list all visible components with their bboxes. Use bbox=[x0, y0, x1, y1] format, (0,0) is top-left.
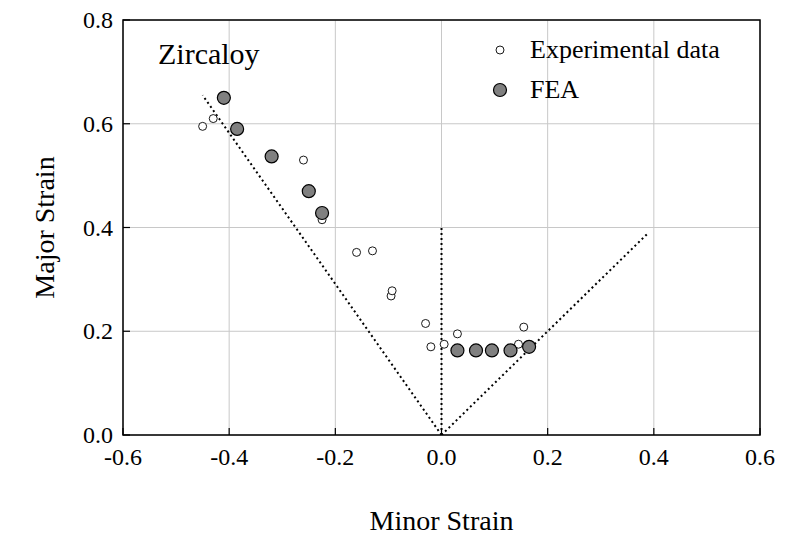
y-grid-line bbox=[123, 331, 760, 332]
y-tick bbox=[123, 123, 130, 124]
data-point bbox=[199, 122, 207, 130]
reference-line bbox=[442, 233, 649, 435]
data-point bbox=[523, 340, 536, 353]
data-point bbox=[302, 185, 315, 198]
y-tick bbox=[123, 19, 130, 20]
x-tick-label: -0.2 bbox=[316, 444, 354, 470]
data-point bbox=[451, 344, 464, 357]
legend-label: FEA bbox=[530, 75, 579, 104]
x-tick-label: 0.0 bbox=[427, 444, 457, 470]
data-point bbox=[316, 206, 329, 219]
data-point bbox=[485, 344, 498, 357]
x-axis-label: Minor Strain bbox=[370, 505, 514, 536]
y-tick bbox=[123, 227, 130, 228]
legend-marker bbox=[494, 84, 507, 97]
y-tick-label: 0.0 bbox=[83, 422, 113, 448]
x-tick bbox=[335, 428, 336, 435]
x-tick bbox=[547, 428, 548, 435]
plot-marks bbox=[199, 91, 649, 435]
y-grid-line bbox=[123, 123, 760, 124]
y-tick-label: 0.2 bbox=[83, 318, 113, 344]
y-tick-label: 0.6 bbox=[83, 111, 113, 137]
data-point bbox=[520, 323, 528, 331]
x-tick-label: 0.4 bbox=[639, 444, 669, 470]
data-point bbox=[422, 319, 430, 327]
x-tick bbox=[229, 428, 230, 435]
data-point bbox=[368, 247, 376, 255]
x-tick-label: 0.6 bbox=[745, 444, 775, 470]
data-point bbox=[470, 344, 483, 357]
x-tick bbox=[122, 428, 123, 435]
data-point bbox=[265, 150, 278, 163]
y-tick-label: 0.8 bbox=[83, 7, 113, 33]
x-tick-label: 0.2 bbox=[533, 444, 563, 470]
y-tick bbox=[123, 331, 130, 332]
x-tick-label: -0.4 bbox=[210, 444, 248, 470]
x-tick bbox=[759, 428, 760, 435]
data-point bbox=[388, 287, 396, 295]
reference-line bbox=[203, 95, 442, 435]
data-point bbox=[299, 156, 307, 164]
y-axis-label: Major Strain bbox=[29, 156, 60, 298]
y-tick bbox=[123, 434, 130, 435]
y-grid-line bbox=[123, 227, 760, 228]
data-point bbox=[453, 330, 461, 338]
plot-frame bbox=[123, 20, 760, 435]
annotation: Zircaloy bbox=[158, 37, 260, 70]
data-point bbox=[231, 122, 244, 135]
data-point bbox=[440, 340, 448, 348]
data-point bbox=[209, 115, 217, 123]
y-tick-label: 0.4 bbox=[83, 215, 113, 241]
legend-label: Experimental data bbox=[530, 35, 720, 64]
data-point bbox=[353, 248, 361, 256]
reference-line bbox=[441, 228, 443, 436]
data-point bbox=[427, 343, 435, 351]
data-point bbox=[217, 91, 230, 104]
data-point bbox=[504, 344, 517, 357]
legend-marker bbox=[496, 46, 504, 54]
chart: -0.6-0.4-0.20.00.20.40.60.00.20.40.60.8M… bbox=[0, 0, 796, 552]
x-tick bbox=[653, 428, 654, 435]
